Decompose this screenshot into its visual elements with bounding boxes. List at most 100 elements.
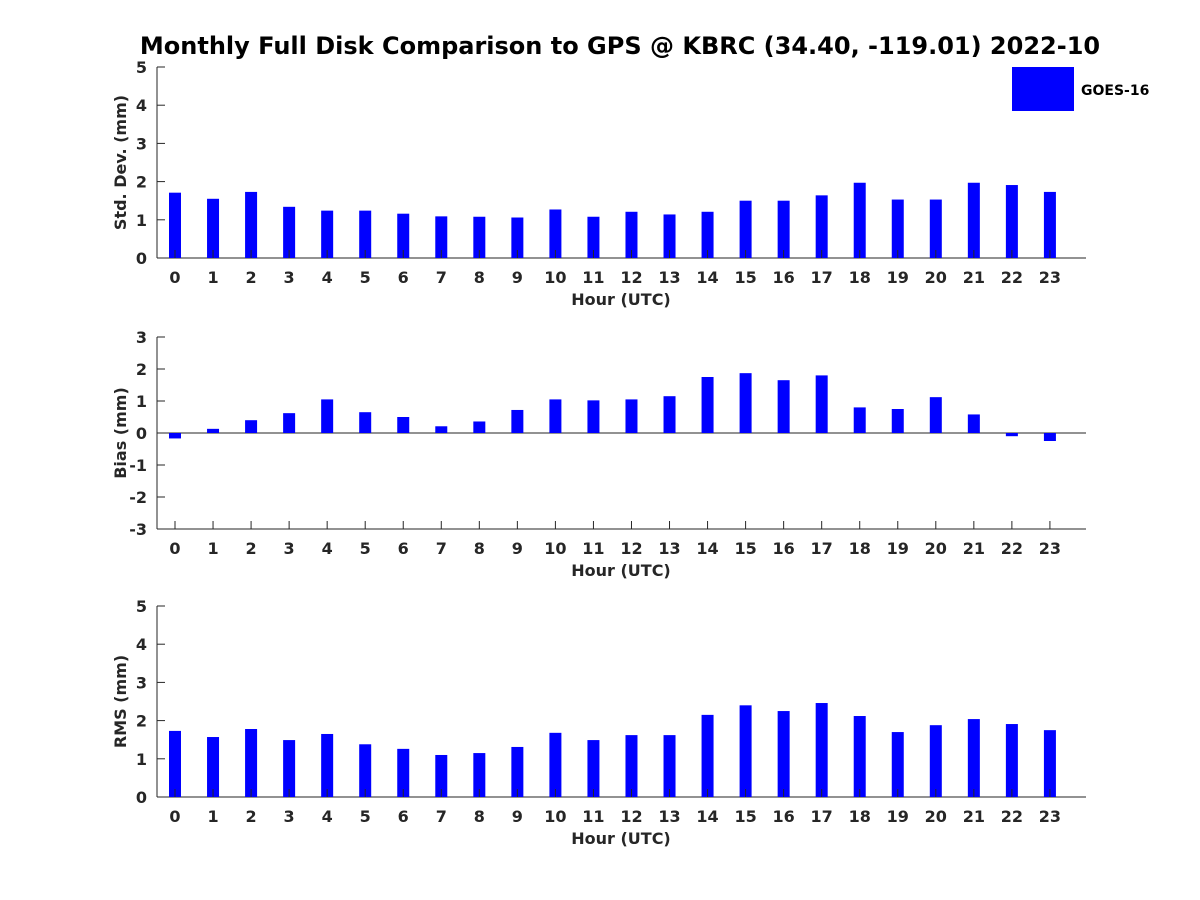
rms-bar-3 [283, 740, 296, 797]
bias-bar-10 [549, 399, 562, 433]
std-dev-bar-22 [1005, 185, 1018, 258]
std-dev-x-tick-label: 22 [1001, 268, 1023, 287]
std-dev-bar-19 [891, 199, 904, 258]
std-dev-bar-16 [777, 200, 790, 258]
rms-bar-11 [587, 740, 600, 797]
rms-x-tick-label: 22 [1001, 807, 1023, 826]
bias-x-tick-label: 17 [811, 539, 833, 558]
rms-bar-0 [169, 730, 181, 797]
bias-bar-23 [1043, 433, 1056, 441]
bias-bar-20 [929, 397, 942, 433]
rms-x-axis-label: Hour (UTC) [571, 829, 671, 848]
bias-bar-13 [663, 396, 676, 433]
bias-bar-21 [967, 414, 980, 433]
rms-y-tick-label: 1 [136, 750, 147, 769]
bias-x-tick-label: 3 [284, 539, 295, 558]
rms-x-tick-label: 23 [1039, 807, 1061, 826]
std-dev-x-tick-label: 3 [284, 268, 295, 287]
bias-bar-8 [473, 421, 486, 433]
std-dev-bar-13 [663, 214, 676, 258]
bias-bar-11 [587, 400, 600, 433]
rms-x-tick-label: 7 [436, 807, 447, 826]
std-dev-bar-1 [207, 198, 220, 258]
rms-x-tick-label: 17 [811, 807, 833, 826]
rms-y-tick-label: 2 [136, 712, 147, 731]
std-dev-bar-0 [169, 192, 181, 258]
rms-x-tick-label: 5 [360, 807, 371, 826]
std-dev-bar-5 [359, 210, 372, 258]
bias-x-tick-label: 6 [398, 539, 409, 558]
bias-bar-7 [435, 426, 448, 433]
std-dev-x-tick-label: 11 [582, 268, 604, 287]
std-dev-bar-12 [625, 211, 638, 258]
std-dev-bar-17 [815, 195, 828, 258]
bias-bar-1 [207, 428, 220, 433]
rms-y-tick-label: 4 [136, 635, 147, 654]
bias-x-tick-label: 10 [544, 539, 566, 558]
rms-x-tick-label: 0 [169, 807, 180, 826]
bias-x-tick-label: 2 [246, 539, 257, 558]
bias-bar-19 [891, 409, 904, 433]
bias-y-tick-label: 2 [136, 360, 147, 379]
bias-x-axis-label: Hour (UTC) [571, 561, 671, 580]
rms-bar-18 [853, 716, 866, 797]
bias-x-tick-label: 1 [207, 539, 218, 558]
std-dev-x-tick-label: 18 [849, 268, 871, 287]
std-dev-y-tick-label: 2 [136, 173, 147, 192]
bias-bar-15 [739, 373, 752, 433]
bias-y-tick-label: -3 [129, 520, 147, 539]
bias-x-tick-label: 13 [658, 539, 680, 558]
rms-x-tick-label: 10 [544, 807, 566, 826]
legend-label: GOES-16 [1081, 83, 1149, 99]
std-dev-x-tick-label: 0 [169, 268, 180, 287]
std-dev-x-tick-label: 5 [360, 268, 371, 287]
rms-x-tick-label: 18 [849, 807, 871, 826]
legend: GOES-16 [1012, 67, 1149, 111]
bias-x-tick-label: 19 [887, 539, 909, 558]
rms-x-tick-label: 6 [398, 807, 409, 826]
rms-bar-1 [207, 737, 220, 797]
bias-y-axis-label: Bias (mm) [111, 387, 130, 479]
rms-bar-4 [321, 733, 334, 797]
rms-bar-13 [663, 735, 676, 797]
bias-x-tick-label: 0 [169, 539, 180, 558]
bias-x-tick-label: 4 [322, 539, 333, 558]
rms-x-tick-label: 20 [925, 807, 947, 826]
std-dev-bar-14 [701, 211, 714, 258]
std-dev-bar-6 [397, 213, 410, 258]
std-dev-bar-9 [511, 217, 524, 258]
std-dev-x-tick-label: 17 [811, 268, 833, 287]
bias-x-tick-label: 9 [512, 539, 523, 558]
bias-x-tick-label: 12 [620, 539, 642, 558]
std-dev-bar-21 [967, 182, 980, 258]
bias-x-tick-label: 23 [1039, 539, 1061, 558]
std-dev-x-tick-label: 9 [512, 268, 523, 287]
std-dev-x-axis-label: Hour (UTC) [571, 290, 671, 309]
bias-bar-18 [853, 407, 866, 433]
std-dev-x-tick-label: 4 [322, 268, 333, 287]
std-dev-x-tick-label: 1 [207, 268, 218, 287]
rms-bar-20 [929, 725, 942, 797]
rms-y-tick-label: 0 [136, 788, 147, 807]
bias-bar-17 [815, 375, 828, 433]
bias-y-tick-label: 1 [136, 392, 147, 411]
std-dev-x-tick-label: 2 [246, 268, 257, 287]
rms-bar-9 [511, 746, 524, 797]
std-dev-x-tick-label: 23 [1039, 268, 1061, 287]
std-dev-bar-4 [321, 210, 334, 258]
rms-bar-17 [815, 703, 828, 797]
rms-bar-8 [473, 753, 486, 797]
bias-bar-4 [321, 399, 334, 433]
std-dev-y-tick-label: 4 [136, 96, 147, 115]
std-dev-x-tick-label: 13 [658, 268, 680, 287]
rms-y-tick-label: 5 [136, 597, 147, 616]
std-dev-x-tick-label: 14 [696, 268, 718, 287]
std-dev-x-tick-label: 19 [887, 268, 909, 287]
rms-x-tick-label: 14 [696, 807, 718, 826]
std-dev-bar-3 [283, 206, 296, 258]
rms-x-tick-label: 2 [246, 807, 257, 826]
std-dev-bar-11 [587, 216, 600, 258]
std-dev-bar-18 [853, 182, 866, 258]
rms-bar-2 [245, 729, 258, 797]
